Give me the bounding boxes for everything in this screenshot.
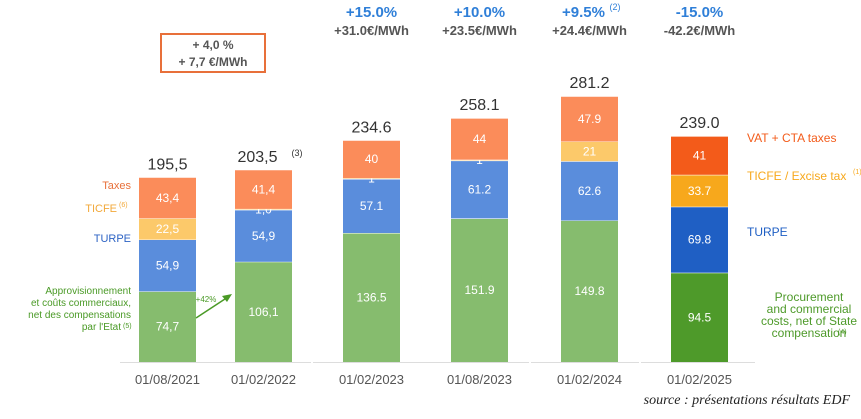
bar-label-ticfe-5: 21 — [583, 144, 597, 158]
change-pct-3: +9.5% — [562, 4, 605, 21]
right-legend-procurement-line-2: and commercial — [767, 302, 852, 316]
bar-procurement-5 — [561, 220, 618, 362]
bar-label-procurement-1: 74,7 — [156, 320, 180, 334]
bar-turpe-5 — [561, 161, 618, 221]
category-label-5: 01/02/2024 — [557, 372, 622, 387]
right-legend-ticfe-sup: (1) — [853, 169, 861, 176]
total-label-1: 195,5 — [147, 156, 187, 173]
highlight-change-box: + 4,0 % + 7,7 €/MWh — [160, 33, 266, 73]
right-legend-procurement-line-3: costs, net of State — [761, 314, 857, 328]
bar-ticfe-6 — [671, 174, 728, 207]
change-abs-4: -42.2€/MWh — [664, 23, 736, 38]
total-superscript-2: (3) — [292, 148, 303, 158]
bar-turpe-3 — [343, 179, 400, 233]
bar-label-taxes-3: 40 — [365, 152, 379, 166]
bar-turpe-1 — [139, 239, 196, 292]
bar-label-taxes-2: 41,4 — [252, 182, 276, 196]
bar-label-ticfe-1: 22,5 — [156, 222, 180, 236]
bar-taxes-1 — [139, 177, 196, 219]
change-pct-2: +10.0% — [454, 4, 505, 21]
left-legend-procurement-line-3: net des compensations — [28, 310, 131, 321]
bar-taxes-6 — [671, 136, 728, 175]
bar-label-turpe-3: 57.1 — [360, 199, 384, 213]
bar-label-taxes-6: 41 — [693, 149, 707, 163]
left-legend-ticfe-sup: (6) — [119, 202, 128, 209]
bar-taxes-4 — [451, 118, 508, 160]
bar-label-turpe-6: 69.8 — [688, 233, 712, 247]
bar-taxes-2 — [235, 169, 292, 209]
category-label-1: 01/08/2021 — [135, 372, 200, 387]
bar-label-procurement-3: 136.5 — [356, 291, 386, 305]
highlight-change-pct: + 4,0 % — [192, 38, 234, 52]
bar-turpe-4 — [451, 160, 508, 219]
bar-label-procurement-5: 149.8 — [574, 284, 604, 298]
source-note: source : présentations résultats EDF — [643, 393, 850, 408]
bar-taxes-3 — [343, 140, 400, 179]
bar-procurement-4 — [451, 218, 508, 362]
change-pct-4: -15.0% — [676, 4, 724, 21]
bar-procurement-1 — [139, 291, 196, 362]
left-legend-procurement-line-2: et coûts commerciaux, — [31, 298, 131, 309]
bar-label-taxes-1: 43,4 — [156, 191, 180, 205]
left-legend-procurement-line-4: par l'Etat — [82, 322, 121, 333]
total-label-3: 234.6 — [351, 119, 391, 136]
bar-label-turpe-5: 62.6 — [578, 184, 602, 198]
bar-ticfe-5 — [561, 141, 618, 162]
bar-label-taxes-5: 47.9 — [578, 112, 602, 126]
bar-procurement-6 — [671, 272, 728, 362]
growth-arrow-label: +42% — [196, 295, 217, 304]
right-legend-procurement-line-1: Procurement — [775, 290, 844, 304]
total-label-2: 203,5 — [237, 149, 277, 166]
left-legend-turpe: TURPE — [94, 233, 131, 245]
bar-label-taxes-4: 44 — [473, 132, 487, 146]
change-abs-1: +31.0€/MWh — [334, 23, 409, 38]
bar-label-procurement-2: 106,1 — [248, 305, 278, 319]
total-label-5: 281.2 — [569, 75, 609, 92]
growth-arrow-shaft — [195, 296, 229, 319]
change-pct-superscript-3: (2) — [610, 2, 621, 12]
left-legend-taxes: Taxes — [102, 180, 131, 192]
change-pct-1: +15.0% — [346, 4, 397, 21]
bar-label-procurement-4: 151.9 — [464, 283, 494, 297]
category-label-4: 01/08/2023 — [447, 372, 512, 387]
bar-label-procurement-6: 94.5 — [688, 310, 712, 324]
right-legend-turpe: TURPE — [747, 225, 788, 239]
total-label-6: 239.0 — [679, 115, 719, 132]
right-legend-procurement-sup: (4) — [838, 329, 847, 336]
bar-turpe-2 — [235, 209, 292, 262]
right-legend-ticfe: TICFE / Excise tax — [747, 169, 846, 183]
bar-label-ticfe-6: 33.7 — [688, 184, 712, 198]
growth-arrow-head — [222, 294, 232, 302]
bar-procurement-2 — [235, 261, 292, 362]
change-abs-2: +23.5€/MWh — [442, 23, 517, 38]
bar-turpe-6 — [671, 206, 728, 273]
bar-label-turpe-4: 61.2 — [468, 183, 492, 197]
change-abs-3: +24.4€/MWh — [552, 23, 627, 38]
bar-ticfe-1 — [139, 218, 196, 240]
bar-label-turpe-2: 54,9 — [252, 229, 276, 243]
left-legend-procurement-line-1: Approvisionnement — [45, 286, 131, 297]
category-label-6: 01/02/2025 — [667, 372, 732, 387]
category-label-2: 01/02/2022 — [231, 372, 296, 387]
category-label-3: 01/02/2023 — [339, 372, 404, 387]
right-legend-procurement-line-4: compensation — [772, 326, 847, 340]
right-legend-taxes: VAT + CTA taxes — [747, 131, 836, 145]
bar-procurement-3 — [343, 233, 400, 362]
bar-label-turpe-1: 54,9 — [156, 259, 180, 273]
left-legend-procurement-sup: (5) — [123, 323, 132, 330]
left-legend-ticfe: TICFE — [85, 203, 117, 215]
total-label-4: 258.1 — [459, 97, 499, 114]
highlight-change-abs: + 7,7 €/MWh — [178, 55, 248, 69]
bar-taxes-5 — [561, 96, 618, 142]
